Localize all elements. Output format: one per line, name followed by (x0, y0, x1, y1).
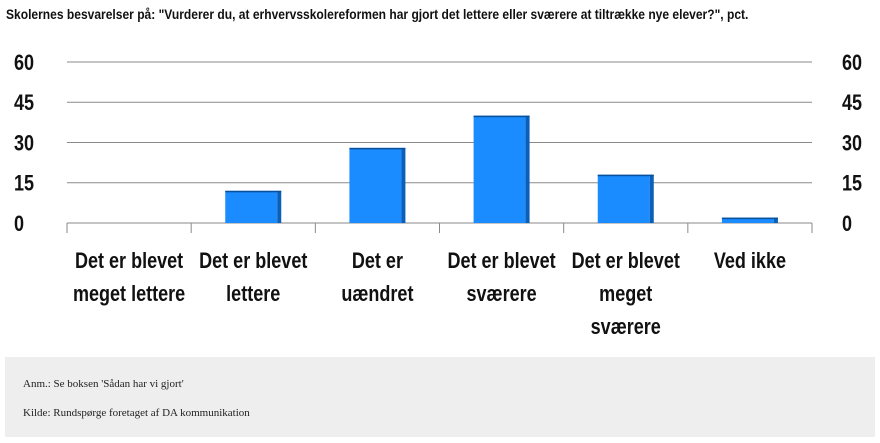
category-label: meget lettere (73, 282, 185, 306)
y-tick-label-right: 30 (842, 132, 862, 156)
category-label: lettere (226, 282, 280, 306)
bars (225, 115, 778, 223)
bar (473, 115, 530, 223)
category-label: Det er blevet (447, 249, 556, 273)
bar (721, 217, 778, 223)
category-label: Det er (352, 249, 403, 273)
category-label: Det er blevet (572, 249, 681, 273)
y-tick-label-left: 60 (14, 51, 34, 75)
y-tick-label-right: 60 (842, 51, 862, 75)
y-tick-label-right: 0 (842, 212, 852, 236)
y-tick-label-left: 30 (14, 132, 34, 156)
bar (349, 147, 406, 223)
category-label: Ved ikke (714, 249, 786, 273)
y-tick-label-left: 45 (14, 92, 34, 116)
bar (597, 174, 654, 223)
y-tick-label-left: 0 (14, 212, 24, 236)
bar (225, 190, 282, 223)
y-tick-label-right: 15 (842, 172, 862, 196)
category-label: sværere (466, 282, 536, 306)
category-label: Det er blevet (199, 249, 308, 273)
bar-chart: 0 15 30 45 60 0 15 30 45 60 Det er blevet meget l… (14, 51, 862, 339)
footer-source: Kilde: Rundspørge foretaget af DA kommun… (23, 407, 250, 419)
category-label: Det er blevet (75, 249, 184, 273)
y-tick-label-right: 45 (842, 92, 862, 116)
gridlines (66, 61, 813, 233)
y-axis-left: 0 15 30 45 60 (14, 51, 34, 236)
y-tick-label-left: 15 (14, 172, 34, 196)
footer-panel: Anm.: Se boksen 'Sådan har vi gjort' Kil… (5, 357, 875, 437)
chart-title: Skolernes besvarelser på: "Vurderer du, … (6, 6, 749, 22)
y-axis-right: 0 15 30 45 60 (842, 51, 862, 236)
footer-note: Anm.: Se boksen 'Sådan har vi gjort' (23, 378, 184, 390)
category-label: uændret (341, 282, 413, 306)
category-labels: Det er blevet meget lettere Det er blevet l… (73, 249, 786, 339)
category-label: meget (599, 282, 652, 306)
category-label: sværere (591, 315, 661, 339)
